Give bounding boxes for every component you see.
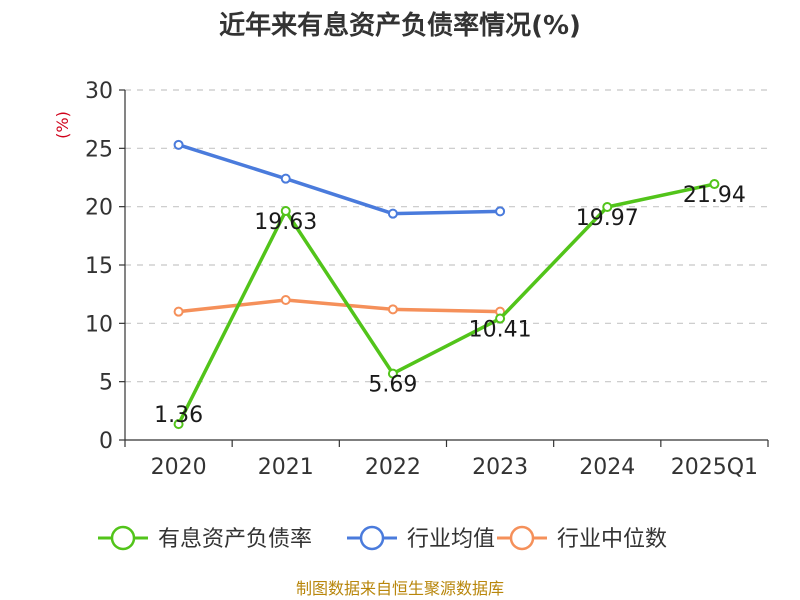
series-line bbox=[177, 182, 715, 425]
legend: 有息资产负债率 行业均值 行业中位数 bbox=[98, 525, 667, 552]
data-label: 1.36 bbox=[154, 403, 203, 428]
data-point bbox=[280, 205, 291, 216]
y-axis-unit: (%) bbox=[53, 111, 72, 139]
x-tick-label: 2023 bbox=[472, 455, 528, 480]
y-tick-label: 5 bbox=[99, 371, 113, 396]
data-label: 10.41 bbox=[469, 318, 532, 343]
y-tick-label: 25 bbox=[85, 137, 113, 162]
data-point bbox=[602, 202, 613, 213]
legend-swatch-marker bbox=[359, 525, 385, 551]
legend-label: 行业中位数 bbox=[557, 527, 667, 552]
data-point bbox=[495, 206, 506, 217]
legend-label: 行业均值 bbox=[407, 527, 495, 552]
data-point bbox=[387, 368, 398, 379]
data-point bbox=[280, 173, 291, 184]
series-lines bbox=[173, 139, 720, 430]
data-point bbox=[173, 306, 184, 317]
x-tick-label: 2024 bbox=[579, 455, 635, 480]
data-point bbox=[495, 313, 506, 324]
source-note: 制图数据来自恒生聚源数据库 bbox=[296, 579, 504, 598]
data-label: 21.94 bbox=[683, 183, 746, 208]
data-label: 19.97 bbox=[576, 206, 639, 231]
x-tick-label: 2021 bbox=[258, 455, 314, 480]
x-tick-label: 2025Q1 bbox=[671, 455, 758, 480]
data-point bbox=[173, 139, 184, 150]
legend-swatch-marker bbox=[509, 525, 535, 551]
y-tick-label: 20 bbox=[85, 196, 113, 221]
legend-swatch-marker bbox=[110, 525, 136, 551]
series-line bbox=[178, 298, 501, 314]
data-point bbox=[387, 208, 398, 219]
data-point bbox=[709, 179, 720, 190]
data-labels: 1.36 19.63 5.69 10.41 19.97 21.94 bbox=[154, 183, 746, 428]
x-tick-label: 2022 bbox=[365, 455, 421, 480]
legend-label: 有息资产负债率 bbox=[158, 527, 312, 552]
series-line bbox=[178, 143, 501, 216]
data-label: 19.63 bbox=[254, 210, 317, 235]
chart-title: 近年来有息资产负债率情况(%) bbox=[219, 10, 581, 41]
y-tick-label: 15 bbox=[85, 254, 113, 279]
data-label: 5.69 bbox=[368, 373, 417, 398]
y-tick-label: 10 bbox=[85, 312, 113, 337]
x-tick-label: 2020 bbox=[151, 455, 207, 480]
data-point bbox=[280, 295, 291, 305]
axes: 0 5 10 15 20 25 30 2020 2021 2022 2023 2024 2025Q1 bbox=[85, 79, 769, 480]
data-point bbox=[173, 419, 184, 430]
data-point bbox=[387, 304, 398, 315]
y-tick-label: 30 bbox=[85, 79, 113, 104]
y-tick-label: 0 bbox=[99, 429, 113, 454]
